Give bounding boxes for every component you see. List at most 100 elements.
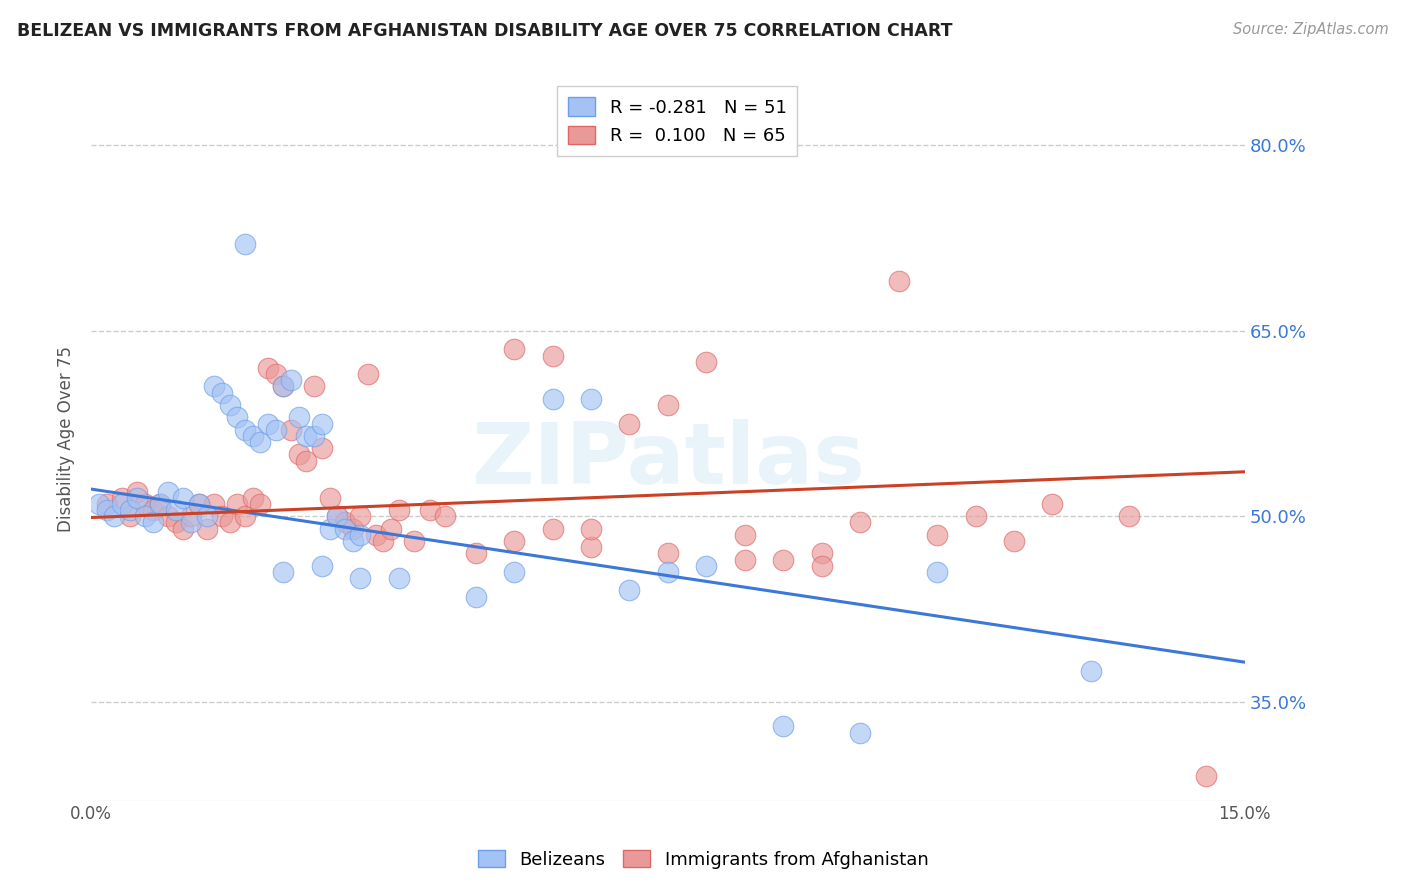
Point xyxy=(1080,664,1102,678)
Point xyxy=(326,509,349,524)
Point xyxy=(311,417,333,431)
Point xyxy=(579,522,602,536)
Point xyxy=(433,509,456,524)
Point xyxy=(127,491,149,505)
Point xyxy=(925,565,948,579)
Point xyxy=(695,558,717,573)
Point xyxy=(280,373,302,387)
Point xyxy=(273,379,295,393)
Point xyxy=(849,725,872,739)
Point xyxy=(288,448,311,462)
Point xyxy=(503,343,526,357)
Point xyxy=(134,509,156,524)
Point xyxy=(357,367,380,381)
Point xyxy=(302,429,325,443)
Point xyxy=(218,516,240,530)
Point xyxy=(180,516,202,530)
Point xyxy=(288,410,311,425)
Point xyxy=(257,360,280,375)
Point xyxy=(103,509,125,524)
Point xyxy=(404,534,426,549)
Point xyxy=(388,503,411,517)
Point xyxy=(226,410,249,425)
Point xyxy=(195,509,218,524)
Point xyxy=(142,503,165,517)
Point xyxy=(326,509,349,524)
Point xyxy=(388,571,411,585)
Point xyxy=(134,497,156,511)
Point xyxy=(211,385,233,400)
Point xyxy=(187,497,209,511)
Point xyxy=(464,590,486,604)
Point xyxy=(295,453,318,467)
Point xyxy=(349,528,371,542)
Point xyxy=(302,379,325,393)
Point xyxy=(318,522,340,536)
Point xyxy=(211,509,233,524)
Point xyxy=(333,522,356,536)
Point xyxy=(295,429,318,443)
Point xyxy=(118,509,141,524)
Point xyxy=(165,516,187,530)
Point xyxy=(87,497,110,511)
Text: BELIZEAN VS IMMIGRANTS FROM AFGHANISTAN DISABILITY AGE OVER 75 CORRELATION CHART: BELIZEAN VS IMMIGRANTS FROM AFGHANISTAN … xyxy=(17,22,952,40)
Point xyxy=(233,423,256,437)
Point xyxy=(142,516,165,530)
Point xyxy=(579,392,602,406)
Point xyxy=(810,546,832,560)
Point xyxy=(180,509,202,524)
Point xyxy=(165,503,187,517)
Point xyxy=(127,484,149,499)
Point xyxy=(657,546,679,560)
Point xyxy=(342,522,364,536)
Point xyxy=(149,497,172,511)
Text: ZIPatlas: ZIPatlas xyxy=(471,419,865,502)
Point xyxy=(202,379,225,393)
Point xyxy=(619,417,641,431)
Point xyxy=(503,565,526,579)
Point xyxy=(849,516,872,530)
Point xyxy=(342,534,364,549)
Point xyxy=(233,237,256,252)
Point xyxy=(242,491,264,505)
Point xyxy=(149,497,172,511)
Point xyxy=(172,522,194,536)
Point xyxy=(619,583,641,598)
Point xyxy=(172,491,194,505)
Point xyxy=(249,497,271,511)
Point xyxy=(373,534,395,549)
Point xyxy=(380,522,402,536)
Point xyxy=(273,379,295,393)
Point xyxy=(311,558,333,573)
Point xyxy=(734,528,756,542)
Point xyxy=(1118,509,1140,524)
Y-axis label: Disability Age Over 75: Disability Age Over 75 xyxy=(58,346,75,532)
Point xyxy=(349,571,371,585)
Point xyxy=(96,503,118,517)
Point xyxy=(464,546,486,560)
Point xyxy=(157,484,180,499)
Point xyxy=(810,558,832,573)
Point xyxy=(657,398,679,412)
Point xyxy=(195,522,218,536)
Point xyxy=(257,417,280,431)
Point xyxy=(318,491,340,505)
Point xyxy=(1195,769,1218,783)
Point xyxy=(280,423,302,437)
Point xyxy=(111,497,134,511)
Point xyxy=(734,552,756,566)
Point xyxy=(111,491,134,505)
Point xyxy=(118,503,141,517)
Text: Source: ZipAtlas.com: Source: ZipAtlas.com xyxy=(1233,22,1389,37)
Point xyxy=(218,398,240,412)
Point xyxy=(772,552,794,566)
Point xyxy=(157,509,180,524)
Point xyxy=(541,392,564,406)
Point xyxy=(1042,497,1064,511)
Point xyxy=(418,503,440,517)
Point xyxy=(242,429,264,443)
Point xyxy=(695,355,717,369)
Point xyxy=(273,565,295,579)
Point xyxy=(233,509,256,524)
Legend: R = -0.281   N = 51, R =  0.100   N = 65: R = -0.281 N = 51, R = 0.100 N = 65 xyxy=(557,87,797,156)
